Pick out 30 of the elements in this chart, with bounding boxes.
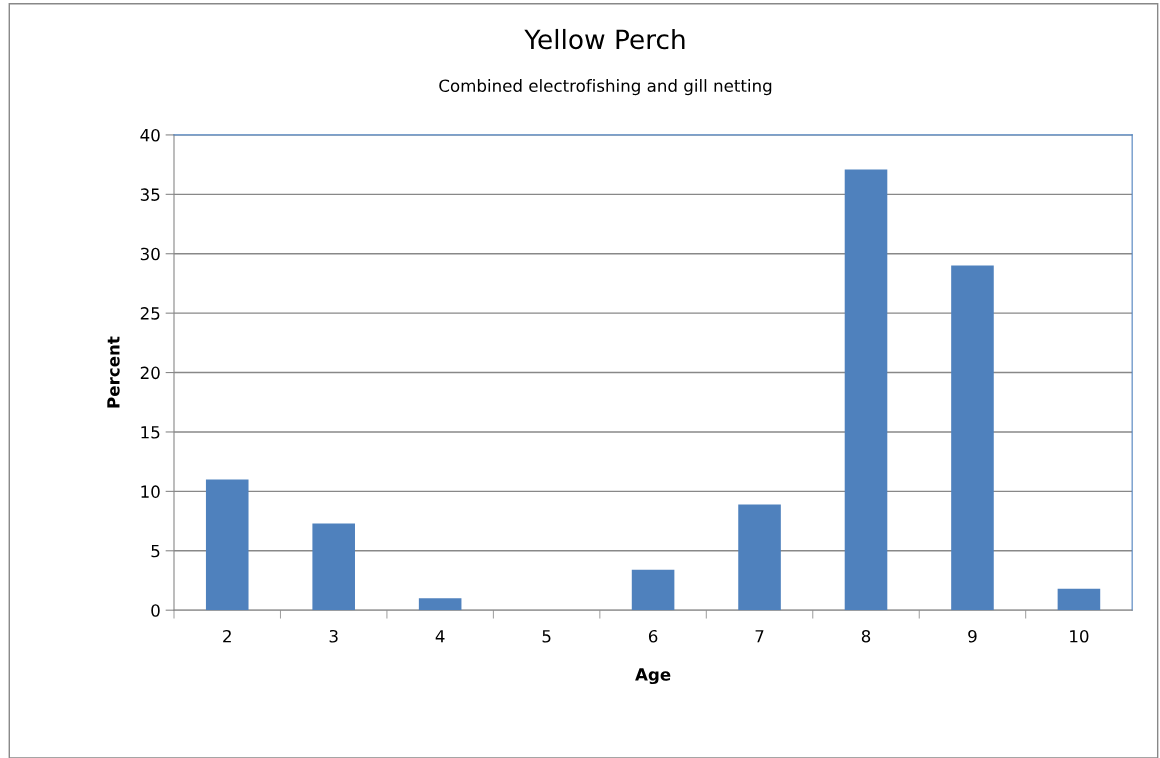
bar [631,569,675,611]
y-tick-label: 35 [140,188,160,201]
bar [312,523,355,611]
y-tick-label: 25 [140,307,160,320]
y-tick-label: 5 [151,544,160,558]
x-tick-label: 4 [435,630,445,643]
x-tick-label: 5 [542,630,551,643]
bar [418,598,462,611]
x-tick-label: 10 [1070,629,1089,643]
y-tick-label: 10 [141,485,160,498]
y-tick-label: 20 [140,366,160,380]
x-tick-label: 3 [329,629,338,643]
bar [1057,588,1101,611]
y-axis-title: Percent [107,336,120,408]
x-tick-label: 7 [755,630,764,643]
bar [738,504,781,611]
chart-subtitle: Combined electrofishing and gill netting [439,79,772,96]
y-tick-label: 15 [141,426,160,439]
x-tick-label: 9 [968,629,977,643]
bar [844,169,888,611]
y-tick-label: 40 [140,128,160,142]
x-tick-label: 6 [648,629,658,643]
chart-title: Yellow Perch [524,28,685,50]
x-tick-label: 2 [223,629,231,643]
y-tick-label: 30 [140,247,160,261]
bar [205,479,249,611]
x-axis-title: Age [635,668,671,685]
x-tick-label: 8 [861,629,871,643]
bar [951,265,994,611]
y-tick-label: 0 [151,604,160,617]
